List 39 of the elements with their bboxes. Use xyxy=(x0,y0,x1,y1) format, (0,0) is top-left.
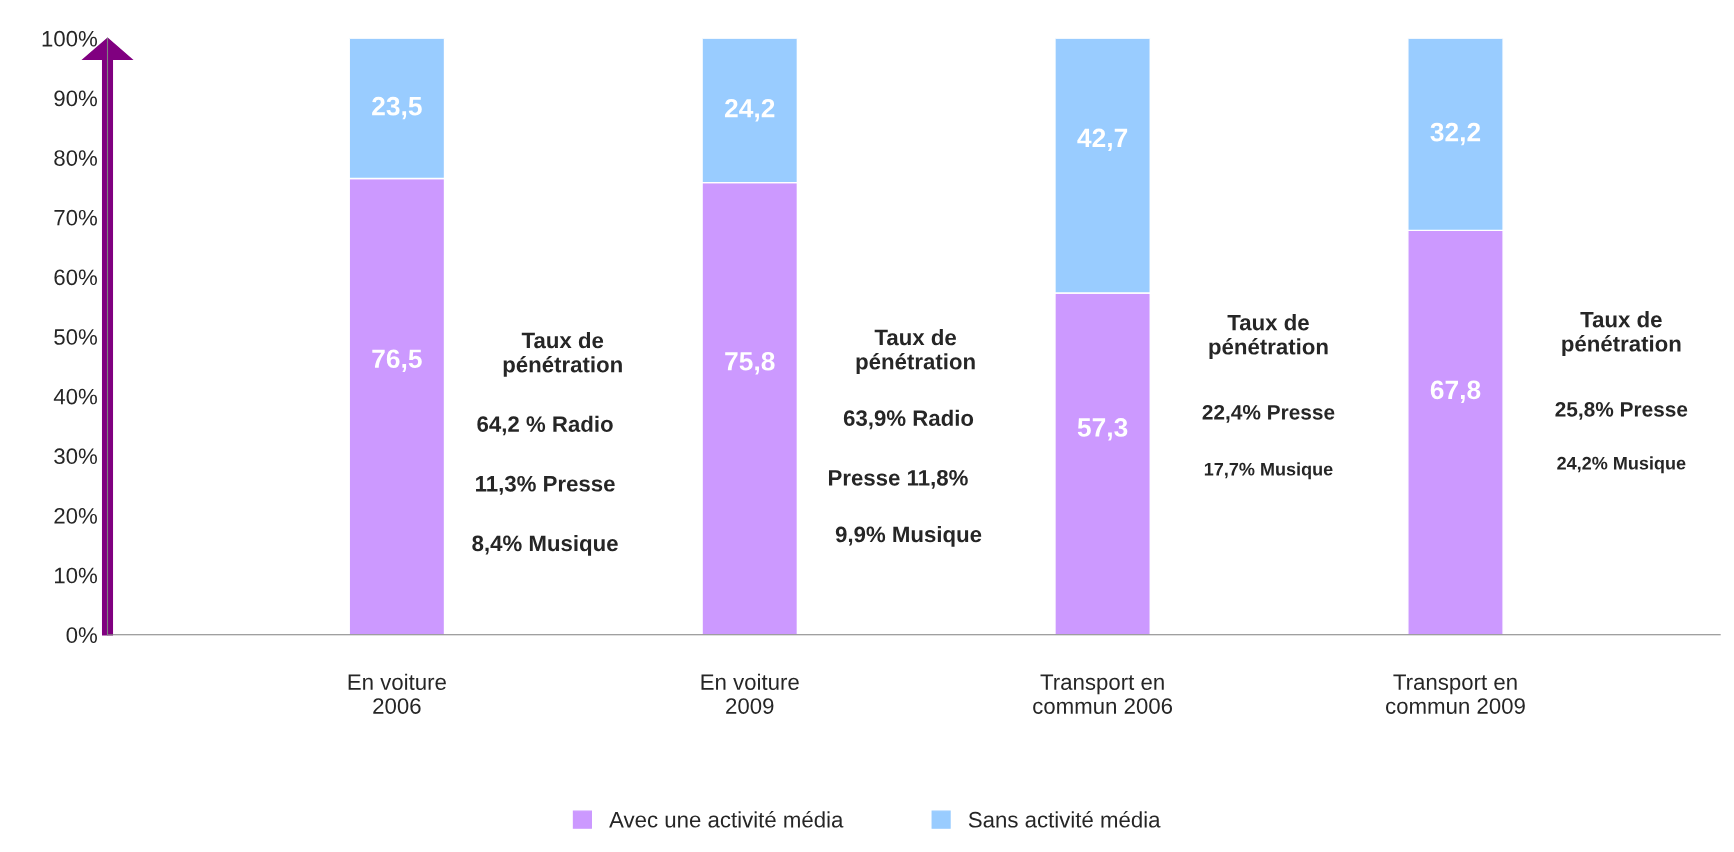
annotation: 63,9% Radio xyxy=(843,409,974,430)
x-tick-label: En voiture 2009 xyxy=(701,673,799,714)
y-tick-label: 60% xyxy=(54,269,97,286)
annotation: 22,4% Presse xyxy=(1202,404,1335,423)
data-label: 24,2 xyxy=(724,98,775,122)
x-tick-label: En voiture 2006 xyxy=(348,673,446,714)
annotation: 8,4% Musique xyxy=(472,534,618,556)
data-label: 67,8 xyxy=(1430,380,1481,404)
annotation: Taux de pénétration xyxy=(856,329,975,374)
y-tick-label: 20% xyxy=(54,507,97,524)
legend-label: Sans activité média xyxy=(968,811,1161,828)
data-label: 57,3 xyxy=(1077,418,1128,441)
x-tick-label: Transport en commun 2006 xyxy=(1033,674,1173,714)
data-label: 23,5 xyxy=(372,96,422,120)
y-tick-label: 0% xyxy=(66,627,97,644)
annotation: Presse 11,8% xyxy=(828,469,968,489)
x-tick-label: Transport en commun 2009 xyxy=(1386,674,1525,714)
y-tick-label: 30% xyxy=(54,448,97,465)
annotation: 9,9% Musique xyxy=(835,525,982,547)
y-tick-label: 40% xyxy=(53,388,97,405)
annotation: Taux de pénétration xyxy=(1562,311,1681,356)
legend-label: Avec une activité média xyxy=(609,811,844,828)
annotation: 11,3% Presse xyxy=(476,475,615,495)
data-label: 42,7 xyxy=(1077,128,1128,152)
y-tick-label: 10% xyxy=(55,567,97,584)
data-label: 75,8 xyxy=(725,351,775,375)
y-tick-label: 50% xyxy=(54,329,97,345)
data-label: 76,5 xyxy=(372,349,422,372)
y-tick-label: 70% xyxy=(54,209,97,226)
annotation: Taux de pénétration xyxy=(1209,314,1328,359)
y-tick-label: 100% xyxy=(42,30,97,47)
annotation: Taux de pénétration xyxy=(503,331,622,377)
annotation: 17,7% Musique xyxy=(1204,462,1333,480)
annotation: 64,2 % Radio xyxy=(477,415,613,436)
data-label: 32,2 xyxy=(1430,122,1481,146)
annotation: 25,8% Presse xyxy=(1555,401,1688,420)
y-tick-label: 90% xyxy=(54,90,97,107)
annotation: 24,2% Musique xyxy=(1557,456,1686,474)
y-tick-label: 80% xyxy=(54,150,97,166)
